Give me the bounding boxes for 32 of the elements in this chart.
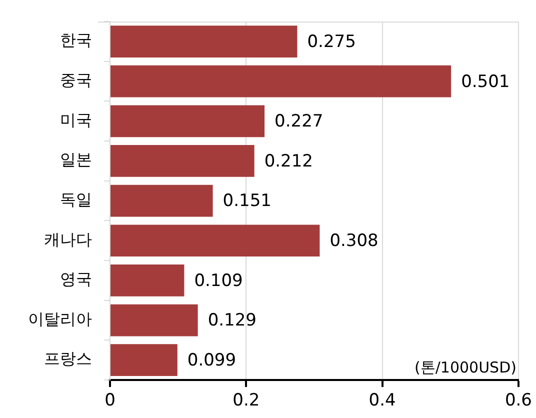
bar [110,344,178,376]
data-label: 0.099 [187,350,236,371]
y-tick-label: 미국 [60,110,92,130]
bar [110,145,254,177]
x-tick-label: 0.4 [368,390,396,411]
y-tick-label: 중국 [60,70,92,90]
data-label: 0.227 [274,112,324,132]
bar [110,264,184,296]
y-tick-label: 한국 [60,30,92,50]
data-label: 0.151 [222,191,272,212]
y-tick-label: 캐나다 [44,230,92,249]
y-tick-label: 일본 [60,150,92,170]
y-tick-label: 이탈리아 [28,309,92,328]
data-label: 0.212 [264,151,313,172]
data-label: 0.308 [330,231,378,252]
bar [110,105,265,138]
y-tick-label: 독일 [60,190,92,209]
data-label: 0.109 [194,270,243,291]
y-tick-label: 영국 [60,270,92,289]
x-tick-label: 0.6 [504,390,532,411]
data-label: 0.129 [208,310,256,331]
x-tick-label: 0.2 [232,390,260,411]
x-axis-title: (톤/1000USD) [414,358,516,376]
bar [110,65,452,98]
bar [110,224,320,257]
bar [110,184,213,217]
data-label: 0.501 [461,72,510,92]
y-tick-label: 프랑스 [44,349,92,368]
data-label: 0.275 [307,32,356,52]
x-tick-label: 0 [104,390,116,411]
bar [110,26,298,58]
bar [110,304,198,336]
